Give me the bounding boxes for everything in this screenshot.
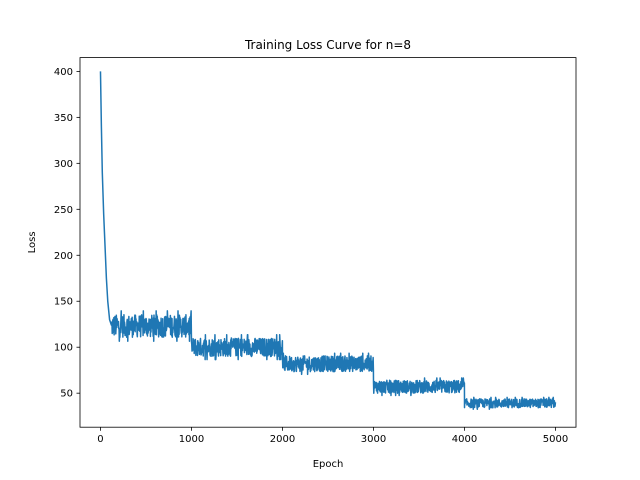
x-tick-label: 2000 (270, 434, 295, 445)
y-tick-label: 350 (54, 113, 73, 124)
y-axis-label: Loss (27, 231, 38, 253)
y-tick-label: 100 (54, 343, 73, 354)
x-axis-label: Epoch (313, 459, 344, 470)
series-line-0 (99, 71, 557, 411)
y-tick-label: 150 (54, 297, 73, 308)
y-tick-label: 250 (54, 205, 73, 216)
x-tick-label: 4000 (452, 434, 477, 445)
y-tick-label: 300 (54, 159, 73, 170)
x-tick-label: 0 (97, 434, 103, 445)
chart-title: Training Loss Curve for n=8 (244, 38, 411, 52)
y-tick-label: 400 (54, 67, 73, 78)
x-tick-label: 5000 (543, 434, 568, 445)
x-axis-ticks: 0 1000 2000 3000 4000 5000 (97, 427, 568, 445)
y-tick-label: 200 (54, 251, 73, 262)
plot-frame (79, 57, 577, 428)
y-tick-label: 50 (60, 389, 73, 400)
x-tick-label: 1000 (179, 434, 204, 445)
x-tick-label: 3000 (361, 434, 386, 445)
y-axis-ticks: 50 100 150 200 250 300 350 400 (54, 67, 80, 400)
series-layer (99, 71, 557, 411)
